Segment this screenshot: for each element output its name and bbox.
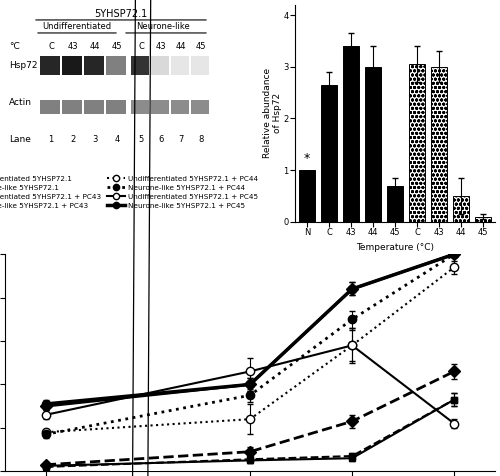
Bar xyxy=(132,56,150,75)
Bar xyxy=(387,186,403,222)
Bar xyxy=(453,196,469,222)
Bar xyxy=(84,100,104,114)
Text: 8: 8 xyxy=(198,135,203,144)
Bar xyxy=(192,100,210,114)
Bar xyxy=(343,46,359,222)
Text: 44: 44 xyxy=(90,41,100,50)
Text: Actin: Actin xyxy=(9,98,32,107)
Text: 3: 3 xyxy=(92,135,98,144)
X-axis label: Temperature (°C): Temperature (°C) xyxy=(356,243,434,251)
Bar xyxy=(431,67,447,222)
Bar xyxy=(152,100,170,114)
Bar xyxy=(106,56,126,75)
Text: *: * xyxy=(304,152,310,165)
Text: 45: 45 xyxy=(196,41,206,50)
Text: C: C xyxy=(138,41,144,50)
Text: Hsp72: Hsp72 xyxy=(9,61,38,70)
Bar xyxy=(84,56,104,75)
Bar xyxy=(321,85,337,222)
Text: 5: 5 xyxy=(138,135,143,144)
Bar xyxy=(299,170,315,222)
Bar xyxy=(152,56,170,75)
Text: 2: 2 xyxy=(70,135,76,144)
Bar xyxy=(172,100,190,114)
Text: 45: 45 xyxy=(112,41,122,50)
Bar xyxy=(62,56,82,75)
Bar xyxy=(40,100,60,114)
Text: 1: 1 xyxy=(48,135,54,144)
Text: 43: 43 xyxy=(68,41,78,50)
Text: Undifferentiated: Undifferentiated xyxy=(42,22,112,31)
Bar xyxy=(192,56,210,75)
Text: 44: 44 xyxy=(176,41,186,50)
Text: Lane: Lane xyxy=(9,135,31,144)
Text: 5YHSP72.1: 5YHSP72.1 xyxy=(94,9,148,19)
Bar xyxy=(40,56,60,75)
Text: 6: 6 xyxy=(158,135,164,144)
Text: 43: 43 xyxy=(156,41,166,50)
Bar xyxy=(365,67,381,222)
Bar xyxy=(172,56,190,75)
Text: Neurone-like: Neurone-like xyxy=(136,22,190,31)
Text: °C: °C xyxy=(9,41,20,50)
Y-axis label: Relative abundance
of Hsp72: Relative abundance of Hsp72 xyxy=(262,68,282,159)
Legend: Undifferentiated 5YHSP72.1, Neurone-like 5YHSP72.1, Undifferentiated 5YHSP72.1 +: Undifferentiated 5YHSP72.1, Neurone-like… xyxy=(0,176,258,209)
Bar xyxy=(132,100,150,114)
Text: C: C xyxy=(48,41,54,50)
Bar xyxy=(475,217,491,222)
Bar xyxy=(409,64,425,222)
Bar xyxy=(62,100,82,114)
Text: 4: 4 xyxy=(114,135,119,144)
Bar xyxy=(106,100,126,114)
Text: 7: 7 xyxy=(178,135,184,144)
